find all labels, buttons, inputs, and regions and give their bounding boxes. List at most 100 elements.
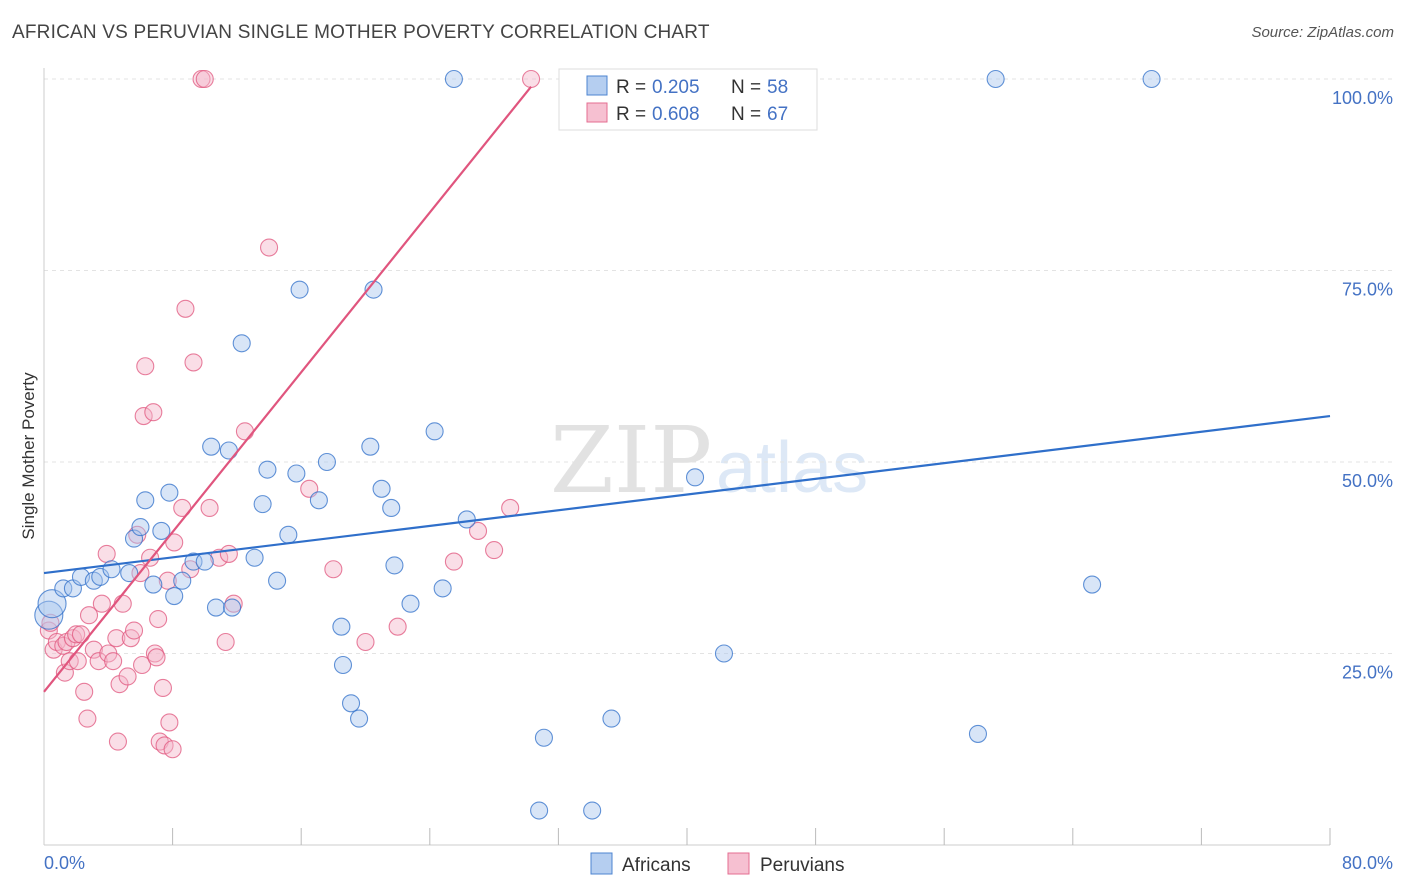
africans-r-label: R = <box>616 77 646 98</box>
peruvians-point <box>216 632 235 652</box>
africans-point <box>350 709 369 728</box>
peruvians-point <box>97 544 116 563</box>
peruvians-point <box>160 713 179 732</box>
peruvians-point <box>108 732 127 751</box>
africans-point <box>287 464 306 483</box>
peruvians-r-value: 0.608 <box>652 104 700 125</box>
africans-point <box>602 709 621 728</box>
peruvians-point <box>89 652 108 671</box>
peruvians-point <box>388 617 407 636</box>
peruvians-point <box>136 357 155 376</box>
peruvians-point <box>68 652 87 671</box>
peruvians-point <box>176 299 195 318</box>
africans-point <box>253 495 272 514</box>
peruvians-point <box>195 69 214 89</box>
peruvians-point <box>444 552 463 571</box>
africans-point <box>160 483 179 502</box>
peruvians-point <box>144 403 163 422</box>
peruvians-point <box>184 353 203 372</box>
legend-africans-label[interactable]: Africans <box>622 855 691 876</box>
peruvians-point <box>356 632 375 652</box>
africans-point <box>268 571 287 590</box>
africans-r-value: 0.205 <box>652 77 700 98</box>
africans-point <box>341 694 361 713</box>
y-tick-label: 100.0% <box>1332 88 1393 108</box>
africans-points <box>34 69 1161 820</box>
peruvians-point <box>158 571 177 590</box>
africans-n-value: 58 <box>767 77 788 98</box>
source-label: Source: ZipAtlas.com <box>1251 24 1394 41</box>
y-tick-label: 75.0% <box>1342 280 1393 300</box>
africans-point <box>317 452 336 472</box>
series-legend: Africans Peruvians <box>590 852 845 876</box>
y-tick-label: 25.0% <box>1342 663 1393 683</box>
peruvians-point <box>133 655 152 675</box>
africans-n-label: N = <box>731 77 761 98</box>
africans-trendline <box>43 414 1331 575</box>
africans-point <box>530 801 549 820</box>
africans-swatch <box>586 75 608 96</box>
africans-point <box>37 589 67 619</box>
africans-point <box>401 594 420 613</box>
africans-point <box>279 525 298 544</box>
legend-peruvians-swatch[interactable] <box>727 852 750 875</box>
africans-point <box>34 600 64 630</box>
y-tick-label: 50.0% <box>1342 471 1393 491</box>
africans-point <box>385 556 404 575</box>
peruvians-point <box>92 594 111 613</box>
peruvians-n-label: N = <box>731 104 761 125</box>
africans-point <box>361 437 380 456</box>
peruvians-point <box>153 678 173 698</box>
africans-point <box>433 579 452 598</box>
x-tick-label-max: 80.0% <box>1342 853 1393 873</box>
gridlines <box>44 78 1393 654</box>
africans-point <box>144 575 163 594</box>
legend-peruvians-label[interactable]: Peruvians <box>760 855 845 876</box>
peruvians-point <box>485 541 504 560</box>
africans-point <box>968 724 988 743</box>
peruvians-point <box>522 69 541 89</box>
peruvians-point <box>113 594 132 613</box>
africans-point <box>534 728 553 747</box>
africans-point <box>425 422 444 441</box>
x-tick-label-min: 0.0% <box>44 853 85 873</box>
africans-point <box>258 460 277 479</box>
peruvians-point <box>118 667 137 686</box>
peruvians-point <box>163 740 182 759</box>
y-tick-labels: 25.0% 50.0% 75.0% 100.0% <box>1332 88 1393 683</box>
africans-point <box>152 521 171 540</box>
africans-point <box>372 479 391 498</box>
peruvians-points <box>39 69 541 759</box>
africans-point <box>206 598 226 617</box>
peruvians-point <box>235 422 254 441</box>
peruvians-r-label: R = <box>616 104 646 125</box>
peruvians-point <box>210 548 229 567</box>
watermark-zip: ZIP <box>550 407 712 514</box>
peruvians-point <box>79 606 99 625</box>
peruvians-point <box>71 625 91 644</box>
peruvians-point <box>124 621 144 640</box>
africans-point <box>986 69 1005 89</box>
peruvians-point <box>501 498 520 518</box>
peruvians-trendline <box>43 85 532 693</box>
peruvians-point <box>219 544 238 563</box>
peruvians-point <box>134 406 153 426</box>
peruvians-point <box>324 560 343 579</box>
africans-point <box>120 564 139 583</box>
peruvians-swatch <box>586 102 608 123</box>
peruvians-point <box>41 613 60 632</box>
y-axis-title: Single Mother Poverty <box>19 372 38 540</box>
africans-point <box>124 529 144 548</box>
africans-point <box>457 510 476 529</box>
peruvians-point <box>78 709 97 728</box>
africans-point <box>136 491 155 510</box>
peruvians-point <box>165 533 184 552</box>
peruvians-n-value: 67 <box>767 104 788 125</box>
africans-point <box>232 334 251 353</box>
africans-point <box>583 801 602 820</box>
africans-point <box>173 571 192 590</box>
peruvians-point <box>468 521 488 540</box>
peruvians-point <box>67 625 86 644</box>
legend-africans-swatch[interactable] <box>590 852 613 875</box>
